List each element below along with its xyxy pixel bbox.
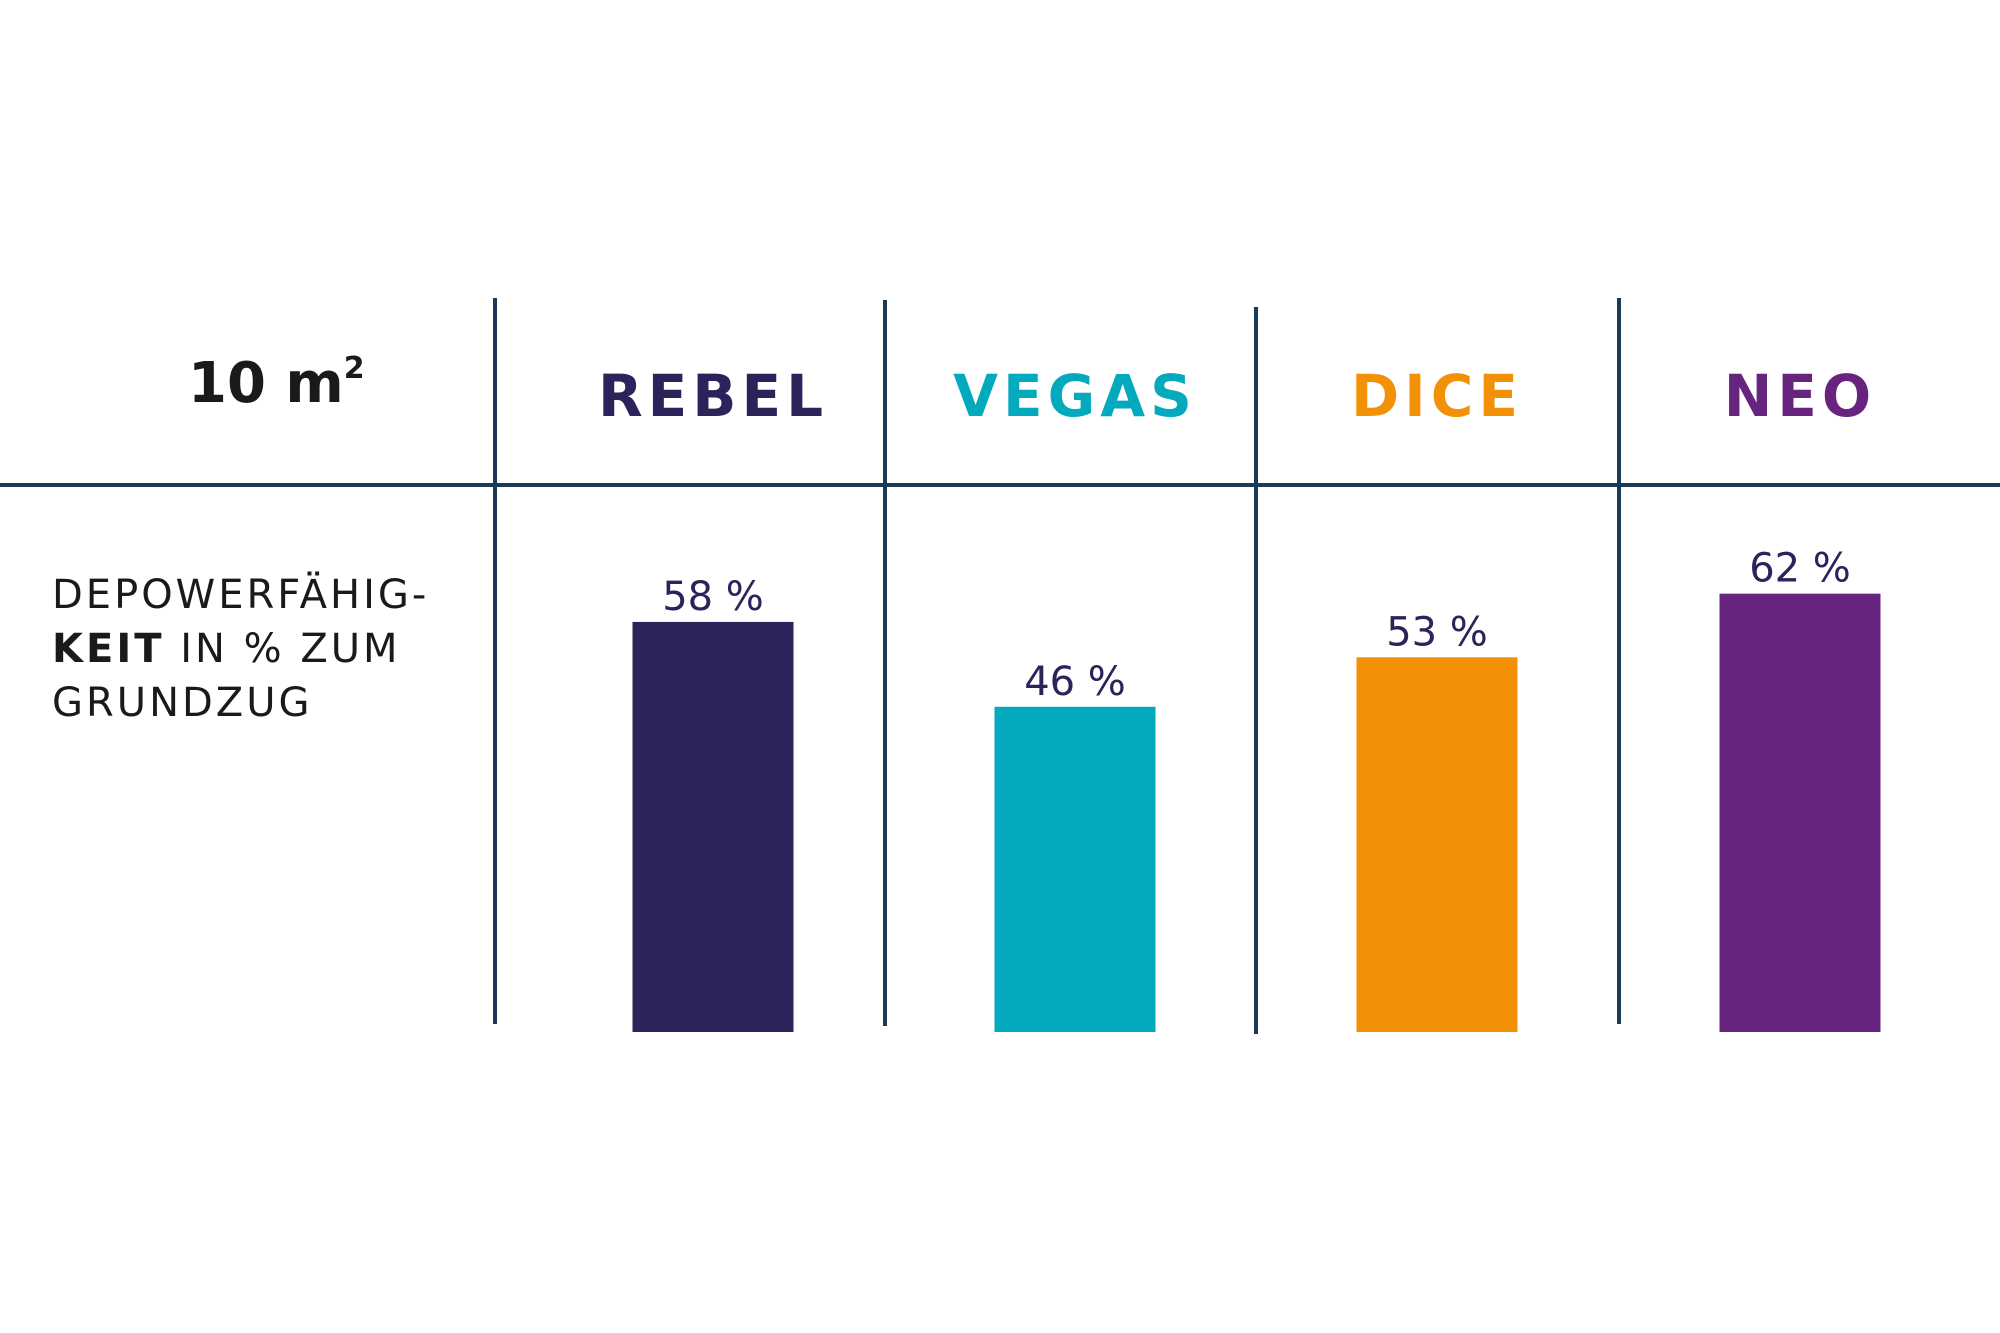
row-label-line-2-bold: KEIT: [52, 626, 165, 672]
bars: [632, 593, 1881, 1032]
bar-neo: [1719, 593, 1881, 1032]
bar-dice: [1356, 657, 1518, 1032]
series-headers: REBEL VEGAS DICE NEO: [598, 362, 1876, 430]
value-label-neo: 62 %: [1749, 546, 1851, 592]
value-label-dice: 53 %: [1386, 609, 1488, 655]
value-labels: 58 % 46 % 53 % 62 %: [662, 546, 1851, 705]
value-label-vegas: 46 %: [1024, 659, 1126, 705]
series-header-dice: DICE: [1351, 362, 1523, 430]
series-header-vegas: VEGAS: [953, 362, 1197, 430]
bar-vegas: [994, 706, 1156, 1032]
size-label-superscript: 2: [344, 351, 365, 386]
table-grid-lines: [0, 298, 2000, 1034]
row-label-line-2-rest: IN % ZUM: [180, 626, 400, 672]
size-label: 10 m2: [188, 351, 365, 416]
row-label-line-3: GRUNDZUG: [52, 680, 312, 726]
series-header-neo: NEO: [1724, 362, 1876, 430]
row-label: DEPOWERFÄHIG- KEIT IN % ZUM GRUNDZUG: [52, 570, 429, 726]
row-label-line-2: KEIT IN % ZUM: [52, 626, 401, 672]
series-header-rebel: REBEL: [598, 362, 828, 430]
size-label-main: 10 m: [188, 351, 344, 416]
row-label-line-1: DEPOWERFÄHIG-: [52, 570, 429, 618]
value-label-rebel: 58 %: [662, 574, 764, 620]
bar-rebel: [632, 621, 794, 1032]
